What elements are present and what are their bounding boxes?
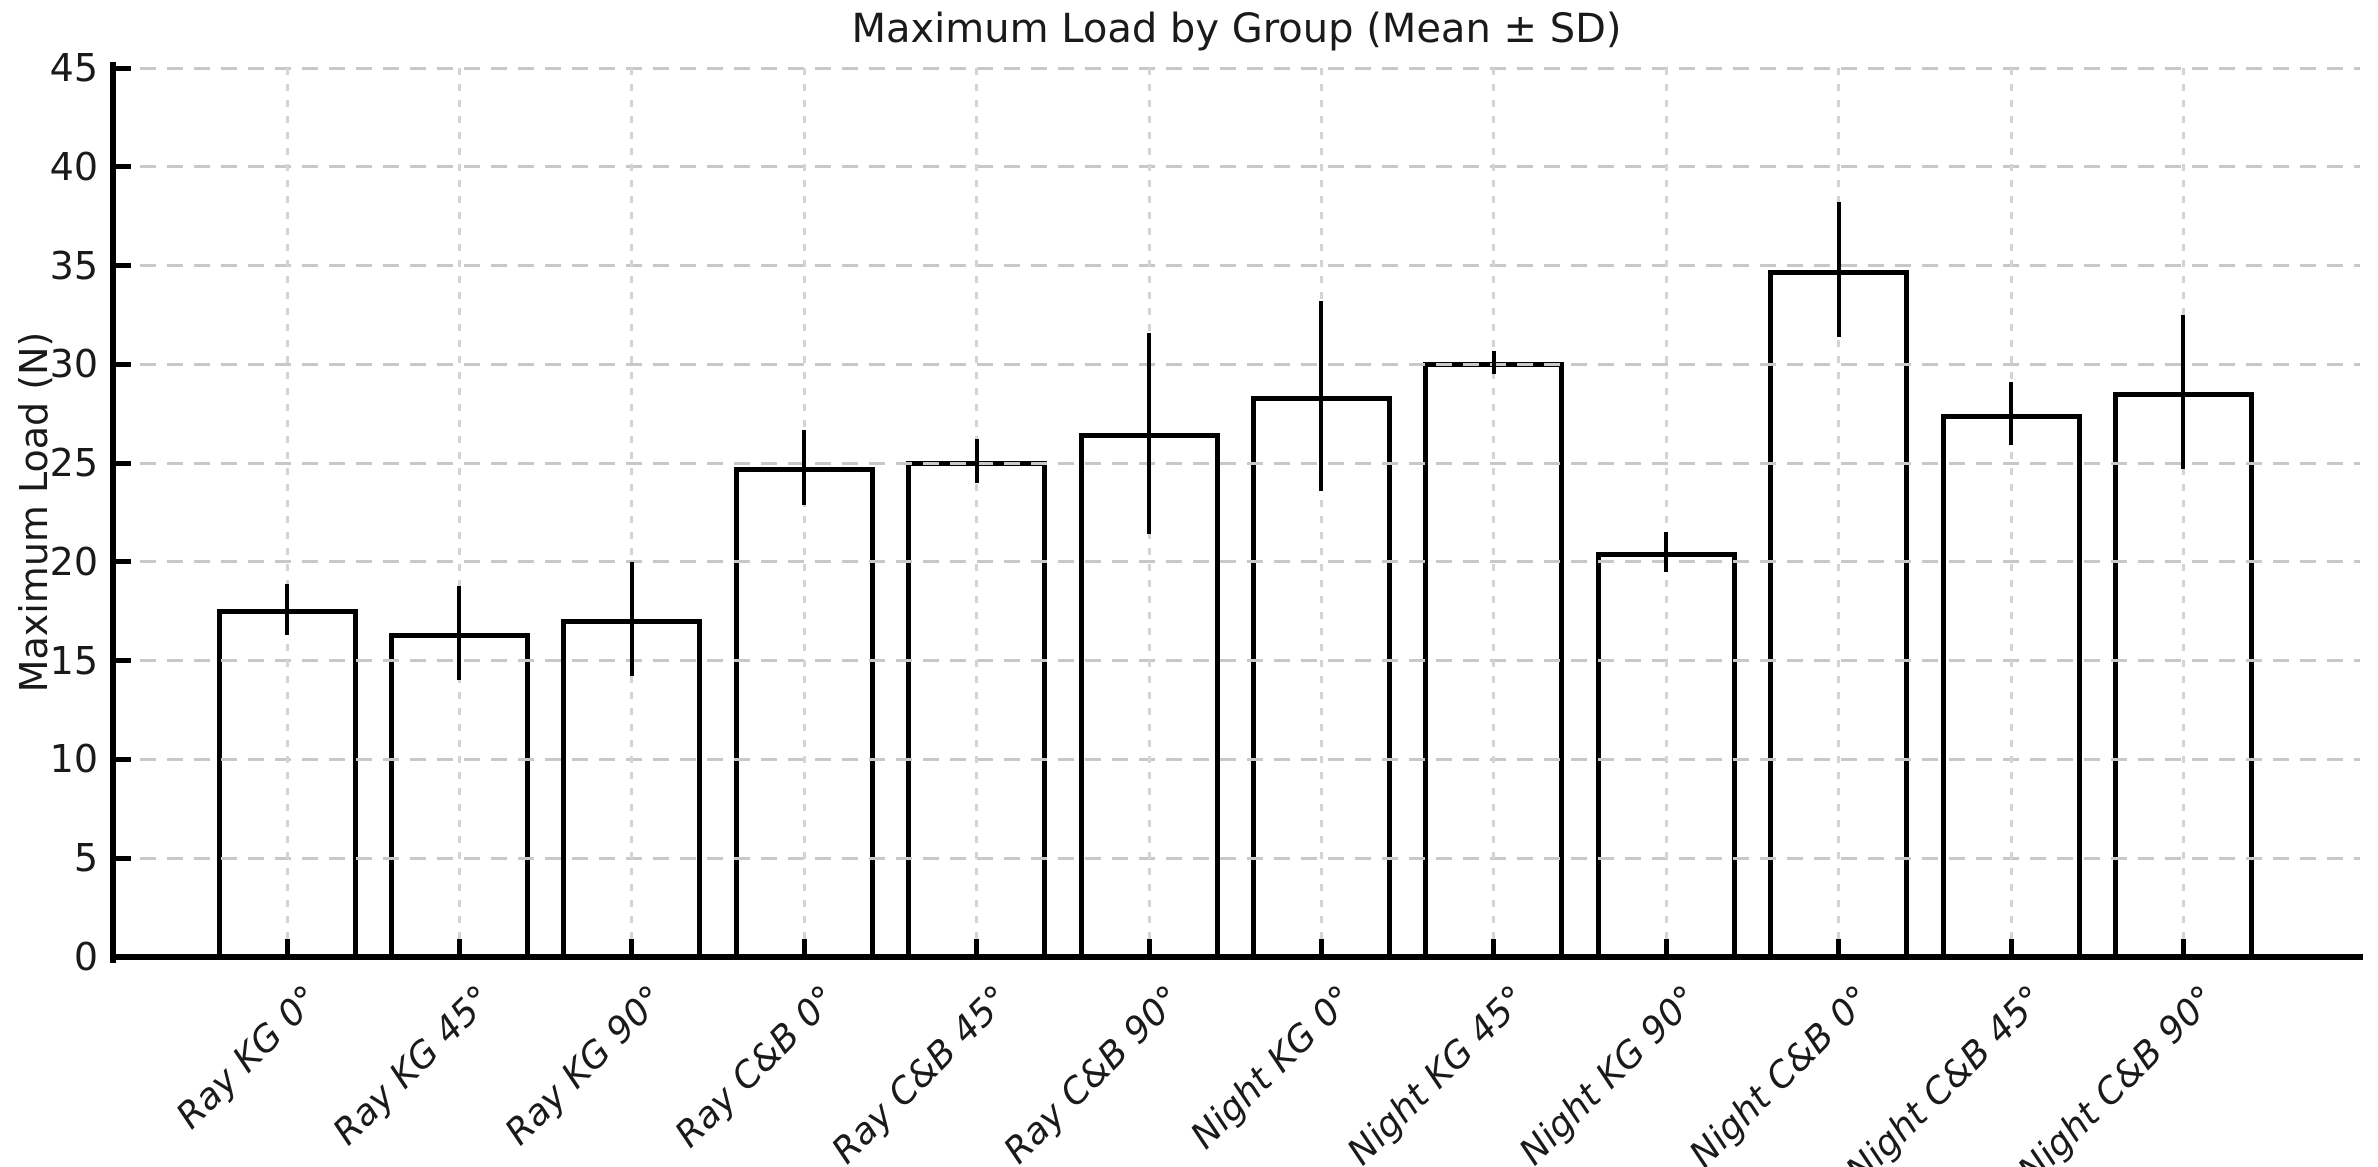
y-tick-mark — [116, 658, 131, 664]
x-tick-mark — [629, 939, 635, 957]
x-tick-mark — [801, 939, 807, 957]
v-gridline — [2181, 68, 2185, 957]
y-tick-label: 0 — [73, 935, 98, 979]
x-tick-mark — [1836, 939, 1842, 957]
y-tick-mark — [116, 65, 131, 71]
h-gridline — [113, 165, 2360, 169]
error-bar — [285, 583, 289, 635]
y-tick-label: 5 — [73, 836, 98, 881]
y-tick-mark — [116, 164, 131, 170]
x-tick-mark — [284, 939, 290, 957]
y-tick-label: 25 — [49, 441, 98, 486]
x-tick-label: Ray C&B 90° — [996, 978, 1190, 1167]
x-tick-mark — [2180, 939, 2186, 957]
v-gridline — [457, 68, 461, 957]
error-bar — [1319, 301, 1324, 491]
x-tick-mark — [1491, 939, 1497, 957]
x-tick-label: Night KG 0° — [1183, 978, 1363, 1157]
h-gridline — [113, 264, 2360, 268]
y-tick-mark — [116, 559, 131, 565]
v-gridline — [630, 68, 634, 957]
x-tick-label: Night C&B 0° — [1682, 978, 1880, 1167]
x-tick-label: Ray C&B 45° — [823, 978, 1018, 1167]
error-bar — [1491, 350, 1496, 375]
y-tick-mark — [116, 855, 131, 861]
x-tick-mark — [2008, 939, 2014, 957]
x-tick-mark — [1663, 939, 1669, 957]
v-gridline — [1837, 68, 1841, 957]
v-gridline — [1492, 68, 1496, 957]
y-tick-label: 35 — [49, 243, 98, 288]
error-bar — [974, 439, 979, 483]
h-gridline — [113, 560, 2360, 564]
x-tick-mark — [1318, 939, 1324, 957]
x-axis-spine — [110, 954, 2363, 960]
x-tick-label: Ray KG 0° — [169, 978, 328, 1137]
x-tick-label: Night KG 45° — [1339, 978, 1535, 1167]
v-gridline — [1664, 68, 1668, 957]
y-tick-label: 45 — [49, 46, 98, 90]
x-tick-mark — [1146, 939, 1152, 957]
h-gridline — [113, 66, 2360, 70]
x-tick-mark — [974, 939, 980, 957]
y-tick-mark — [116, 460, 131, 466]
x-tick-mark — [456, 939, 462, 957]
x-tick-label: Ray C&B 0° — [667, 978, 846, 1156]
h-gridline — [113, 461, 2360, 465]
x-tick-label: Ray KG 90° — [497, 978, 673, 1154]
h-gridline — [113, 362, 2360, 366]
y-tick-mark — [116, 263, 131, 269]
y-tick-label: 15 — [49, 638, 98, 683]
v-gridline — [285, 68, 289, 957]
y-tick-label: 10 — [49, 737, 98, 782]
y-tick-mark — [116, 954, 131, 960]
y-tick-label: 30 — [49, 342, 98, 387]
error-bar — [1664, 532, 1669, 572]
v-gridline — [802, 68, 806, 957]
v-gridline — [1319, 68, 1323, 957]
error-bar — [1836, 202, 1841, 337]
y-tick-label: 40 — [49, 144, 98, 189]
h-gridline — [113, 659, 2360, 663]
x-tick-label: Ray KG 45° — [325, 978, 501, 1154]
error-bar — [629, 561, 634, 677]
chart-title: Maximum Load by Group (Mean ± SD) — [851, 6, 1622, 52]
error-bar — [2181, 314, 2186, 470]
v-gridline — [975, 68, 979, 957]
error-bar — [457, 585, 462, 681]
h-gridline — [113, 757, 2360, 761]
h-gridline — [113, 856, 2360, 860]
error-bar — [1147, 332, 1151, 535]
v-gridline — [2009, 68, 2013, 957]
y-tick-mark — [116, 756, 131, 762]
y-tick-label: 20 — [49, 539, 98, 584]
y-axis-spine — [110, 62, 116, 963]
y-tick-mark — [116, 361, 131, 367]
error-bar — [2009, 382, 2013, 446]
error-bar — [802, 429, 807, 505]
x-tick-label: Night KG 90° — [1512, 978, 1708, 1167]
